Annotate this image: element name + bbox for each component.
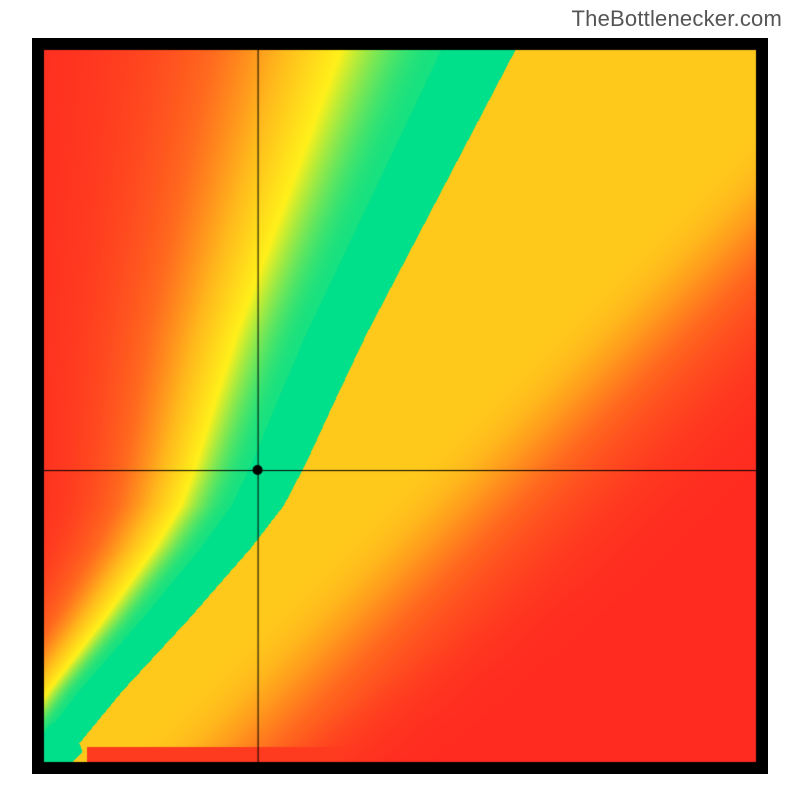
heatmap-canvas xyxy=(32,38,768,774)
plot-area xyxy=(32,38,768,774)
watermark-text: TheBottlenecker.com xyxy=(572,6,782,32)
chart-wrapper: TheBottlenecker.com xyxy=(0,0,800,800)
